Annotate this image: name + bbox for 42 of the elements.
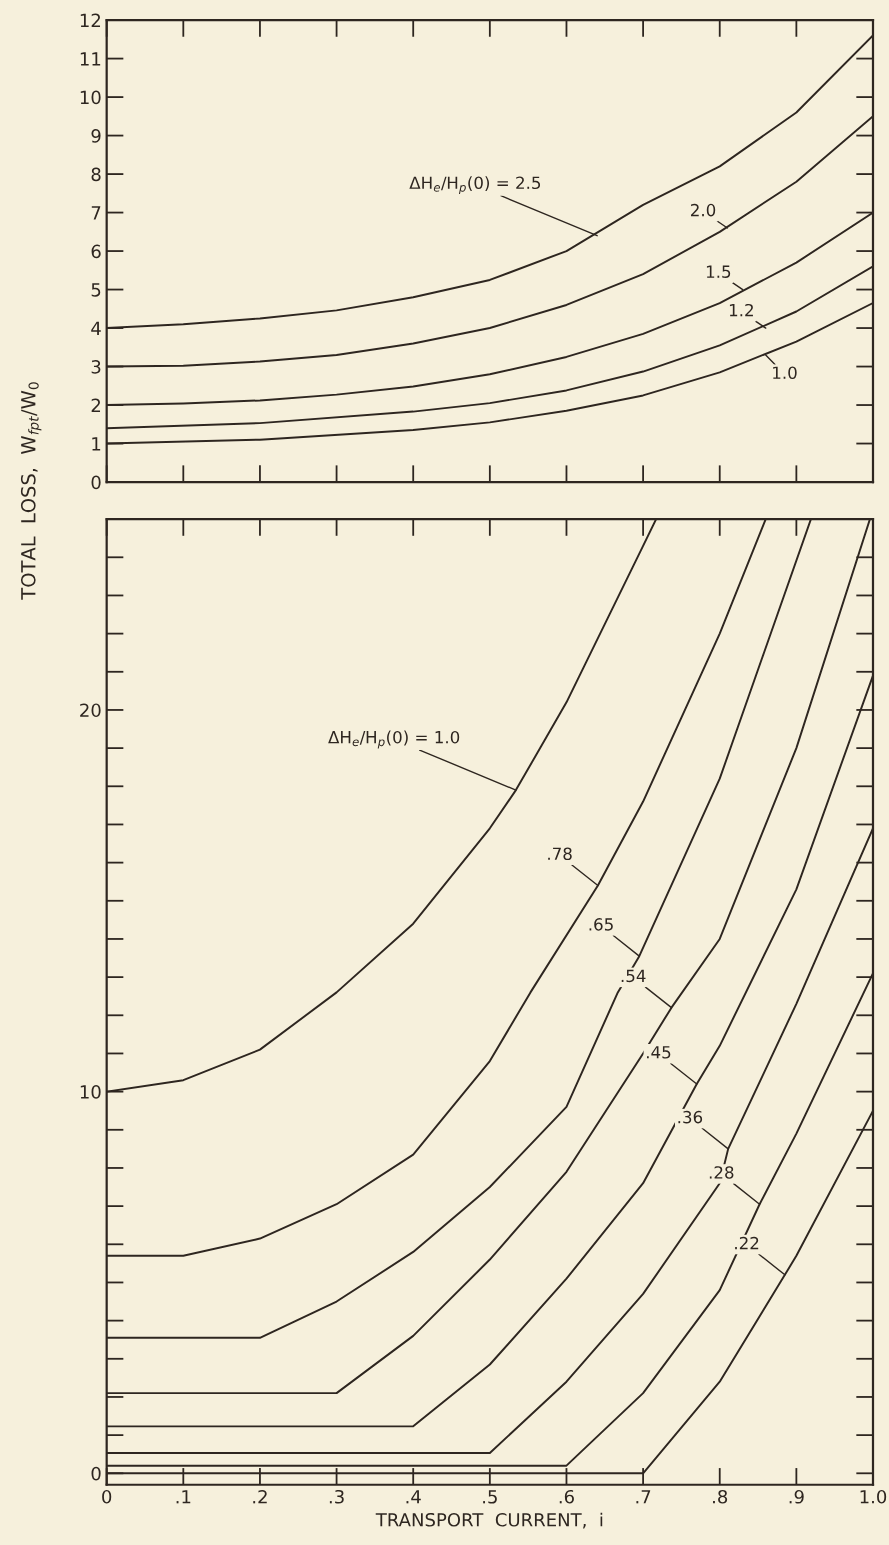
x-tick-label: .2: [253, 1489, 267, 1504]
annotation: .28: [709, 1166, 734, 1179]
y-axis-title: TOTAL LOSS, W$_{fpt}$/W$_{0}$: [20, 382, 42, 600]
y-tick-label: 9: [91, 129, 101, 143]
annotation: ΔH$_{e}$/H$_{p}$(0) = 1.0: [328, 730, 460, 749]
y-tick-label: 11: [80, 52, 101, 66]
x-tick-label: .6: [559, 1489, 574, 1504]
x-tick-label: .7: [636, 1490, 651, 1504]
x-tick-label: 0: [102, 1489, 112, 1504]
annotation: .22: [735, 1236, 759, 1250]
annotation: .45: [647, 1046, 671, 1059]
y-tick-label: 12: [80, 13, 101, 27]
x-tick-label: .9: [789, 1489, 804, 1504]
x-tick-label: .4: [406, 1490, 421, 1504]
y-tick-label: 2: [91, 398, 101, 412]
x-tick-label: .3: [329, 1489, 344, 1504]
y-tick-label: 8: [91, 167, 101, 182]
y-tick-label: 1: [92, 437, 101, 451]
y-tick-label: 0: [91, 475, 101, 490]
y-tick-label: 4: [91, 321, 101, 335]
y-tick-label: 3: [91, 360, 101, 374]
annotation: 2.0: [691, 203, 716, 217]
x-tick-label: .1: [176, 1490, 191, 1504]
y-tick-label: 20: [80, 703, 101, 718]
y-tick-label: 6: [91, 244, 101, 259]
annotation: 1.5: [706, 265, 731, 278]
y-tick-label: 5: [91, 283, 101, 297]
annotation: ΔH$_{e}$/H$_{p}$(0) = 2.5: [409, 176, 541, 194]
y-tick-label: 0: [91, 1466, 101, 1481]
x-tick-label: .5: [483, 1490, 497, 1504]
y-tick-label: 10: [80, 1085, 101, 1099]
x-tick-label: .8: [713, 1489, 728, 1504]
annotation: .78: [548, 847, 572, 861]
x-tick-label: 1.0: [860, 1489, 887, 1504]
y-tick-label: 10: [80, 90, 101, 105]
x-axis-title: TRANSPORT CURRENT, i: [375, 1512, 603, 1529]
y-tick-label: 7: [91, 206, 101, 220]
annotation: .65: [589, 918, 613, 931]
annotation: 1.0: [773, 366, 797, 380]
annotation: .54: [621, 969, 646, 983]
annotation: .36: [678, 1110, 703, 1124]
annotation: 1.2: [729, 303, 753, 317]
